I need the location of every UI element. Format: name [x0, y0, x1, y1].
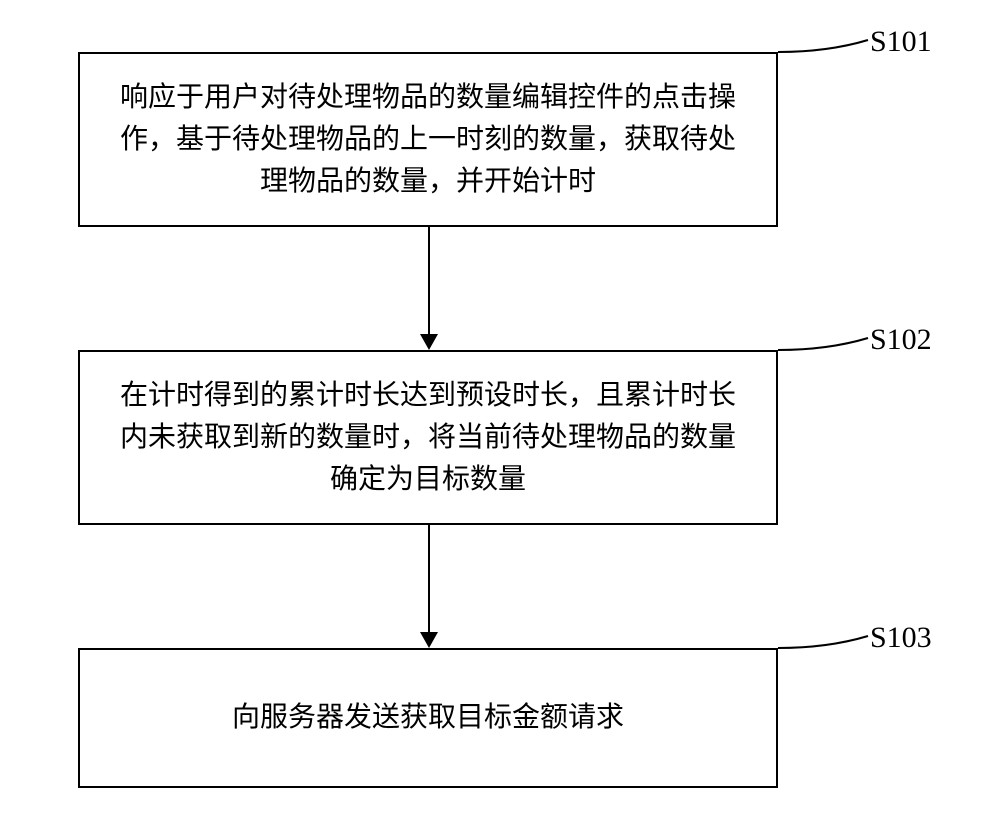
- edge-1: [428, 227, 430, 337]
- flowchart-node-2: 在计时得到的累计时长达到预设时长，且累计时长内未获取到新的数量时，将当前待处理物…: [78, 350, 778, 525]
- label-connector-2: [778, 328, 873, 358]
- node-1-text: 响应于用户对待处理物品的数量编辑控件的点击操作，基于待处理物品的上一时刻的数量，…: [110, 77, 746, 203]
- arrow-2: [420, 632, 438, 648]
- node-label-1: S101: [870, 25, 932, 59]
- label-connector-1: [778, 30, 873, 60]
- node-3-text: 向服务器发送获取目标金额请求: [232, 697, 624, 739]
- flowchart-node-1: 响应于用户对待处理物品的数量编辑控件的点击操作，基于待处理物品的上一时刻的数量，…: [78, 52, 778, 227]
- label-connector-3: [778, 626, 873, 656]
- arrow-1: [420, 334, 438, 350]
- flowchart-node-3: 向服务器发送获取目标金额请求: [78, 648, 778, 788]
- node-2-text: 在计时得到的累计时长达到预设时长，且累计时长内未获取到新的数量时，将当前待处理物…: [110, 375, 746, 501]
- edge-2: [428, 525, 430, 635]
- node-label-3: S103: [870, 621, 932, 655]
- node-label-2: S102: [870, 323, 932, 357]
